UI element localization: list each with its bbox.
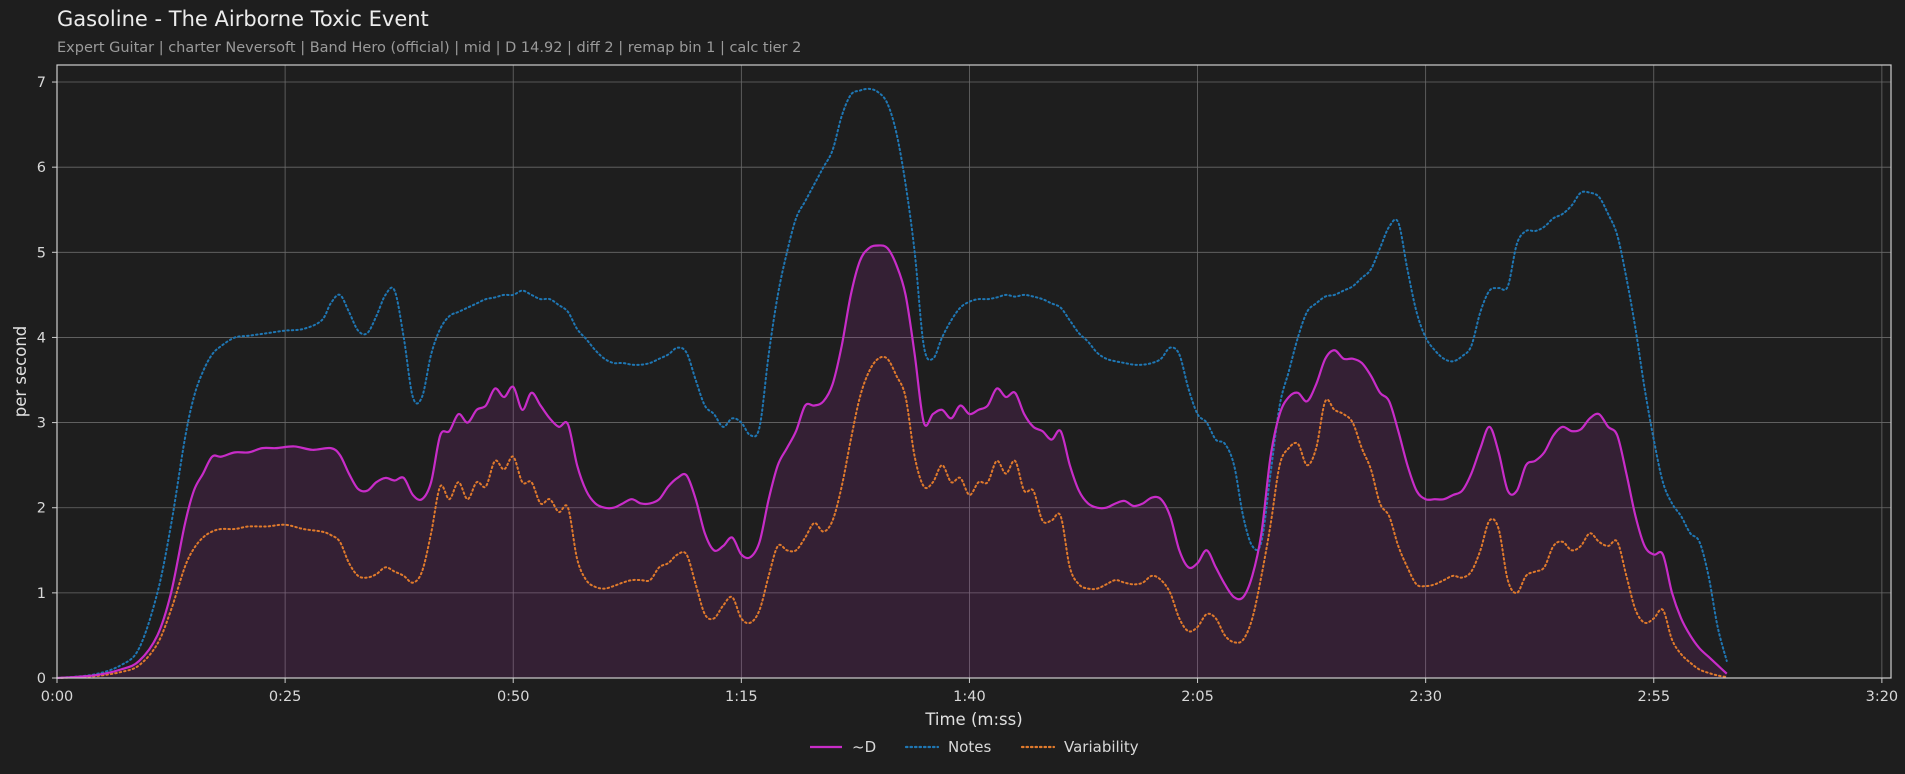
x-tick-label: 2:55 xyxy=(1637,689,1670,705)
chart-subtitle: Expert Guitar | charter Neversoft | Band… xyxy=(57,40,802,56)
legend: ~D Notes Variability xyxy=(810,738,1139,756)
x-tick-label: 3:20 xyxy=(1866,689,1899,705)
x-tick-label: 2:05 xyxy=(1181,689,1214,705)
x-tick-label: 2:30 xyxy=(1409,689,1442,705)
legend-label-d: ~D xyxy=(852,738,876,756)
series-area-d xyxy=(57,245,1727,678)
x-axis-title: Time (m:ss) xyxy=(924,710,1022,729)
y-tick-label: 4 xyxy=(37,330,46,346)
plot-frame xyxy=(56,64,1892,679)
x-tick-label: 1:15 xyxy=(725,689,758,705)
y-axis-title: per second xyxy=(11,326,30,418)
y-tick-label: 2 xyxy=(37,501,46,517)
y-tick-label: 5 xyxy=(37,245,46,261)
y-axis-ticks: 0 1 2 3 4 5 6 7 xyxy=(37,75,57,687)
y-tick-label: 3 xyxy=(37,416,46,432)
x-axis-ticks: 0:00 0:25 0:50 1:15 1:40 2:05 2:30 2:55 3:20 xyxy=(41,678,1898,705)
y-tick-label: 0 xyxy=(37,671,46,687)
area-fills xyxy=(57,245,1727,678)
x-tick-label: 0:00 xyxy=(41,689,74,705)
series-line-d xyxy=(56,244,1728,680)
series-lines xyxy=(56,87,1728,680)
legend-label-variability: Variability xyxy=(1064,738,1139,756)
x-tick-label: 0:50 xyxy=(497,689,530,705)
y-tick-label: 6 xyxy=(37,160,46,176)
x-tick-label: 1:40 xyxy=(953,689,986,705)
series-line-notes xyxy=(56,87,1728,679)
series-line-variability xyxy=(56,355,1728,679)
x-tick-label: 0:25 xyxy=(269,689,302,705)
y-tick-label: 7 xyxy=(37,75,46,91)
y-tick-label: 1 xyxy=(37,586,46,602)
legend-label-notes: Notes xyxy=(948,738,992,756)
chart-title: Gasoline - The Airborne Toxic Event xyxy=(57,7,429,31)
